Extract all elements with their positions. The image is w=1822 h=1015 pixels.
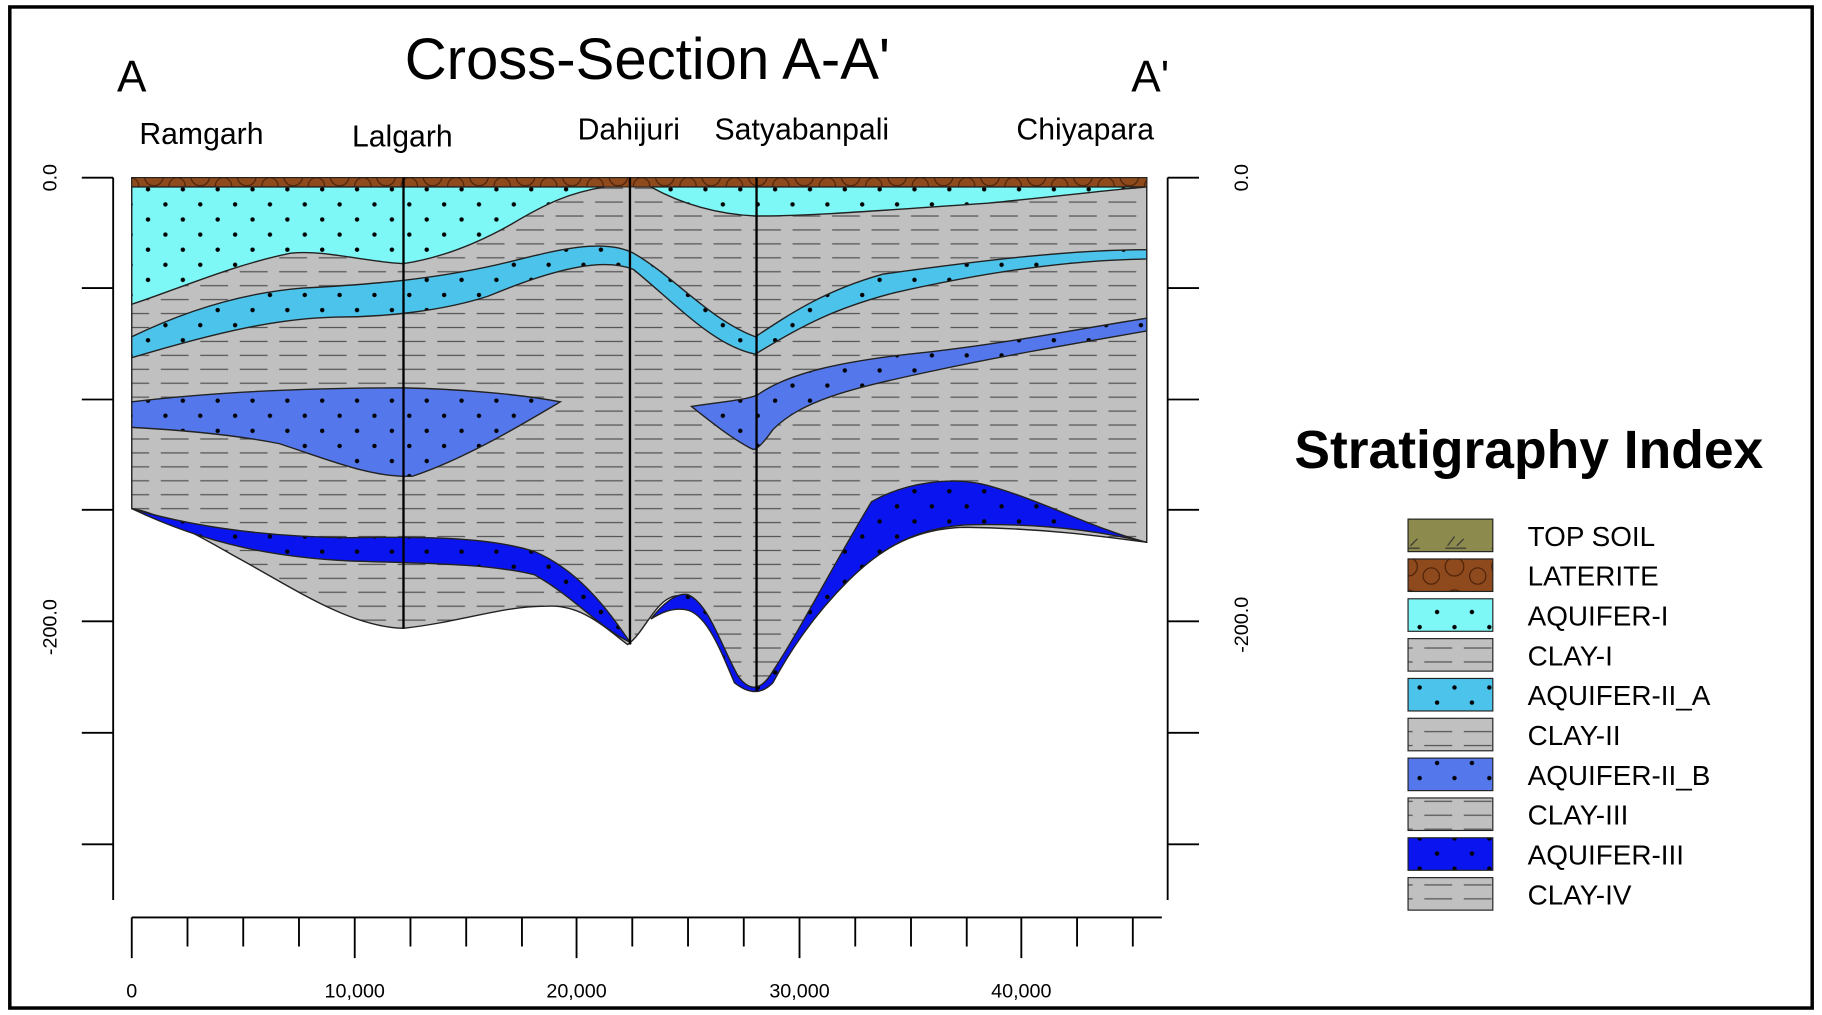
legend-swatch [1407, 638, 1494, 672]
legend-swatch [1407, 797, 1494, 832]
left-axis [81, 176, 115, 901]
legend-label: TOP SOIL [1528, 521, 1656, 552]
x-tick-label: 30,000 [769, 981, 829, 1003]
well-label: Ramgarh [139, 118, 263, 151]
legend-label: AQUIFER-I [1528, 600, 1669, 631]
legend-label: AQUIFER-II_B [1528, 760, 1711, 791]
legend-label: AQUIFER-II_A [1528, 680, 1711, 711]
legend-swatch [1407, 717, 1494, 752]
legend-label: CLAY-IV [1528, 879, 1632, 910]
y-tick-label: 0.0 [1231, 164, 1253, 191]
well-label: Dahijuri [578, 113, 680, 146]
legend-swatch [1407, 837, 1494, 871]
well-label: Chiyapara [1016, 113, 1154, 146]
aquifer-ii-b [131, 387, 563, 477]
legend-title: Stratigraphy Index [1294, 421, 1763, 480]
legend-swatch [1407, 757, 1494, 792]
y-tick-label: 0.0 [39, 164, 61, 191]
aquifer-ii-b [689, 317, 1148, 451]
right-axis [1166, 176, 1200, 901]
well-label: Lalgarh [352, 120, 453, 153]
legend-swatch [1407, 598, 1494, 632]
legend-label: CLAY-I [1528, 640, 1613, 671]
legend-swatch [1407, 677, 1494, 712]
aquifer-iii [650, 480, 1147, 693]
well-label: Satyabanpali [715, 113, 890, 146]
x-tick-label: 20,000 [546, 981, 606, 1003]
bottom-axis [130, 916, 1162, 959]
legend-label: LATERITE [1528, 561, 1659, 592]
title: Cross-Section A-A' [405, 27, 890, 92]
legend-swatch [1407, 877, 1494, 911]
legend-swatch [1407, 558, 1494, 593]
legend-label: CLAY-III [1528, 800, 1629, 831]
y-tick-label: -200.0 [39, 599, 61, 655]
x-tick-label: 0 [126, 981, 137, 1003]
x-tick-label: 40,000 [991, 981, 1051, 1003]
section-end: A [117, 53, 147, 102]
aquifer-i [650, 186, 1147, 217]
legend-swatch [1407, 518, 1494, 553]
y-tick-label: -200.0 [1231, 597, 1253, 653]
legend-label: AQUIFER-III [1528, 839, 1684, 870]
section-end: A' [1131, 53, 1169, 102]
x-tick-label: 10,000 [325, 981, 385, 1003]
legend-label: CLAY-II [1528, 720, 1621, 751]
laterite-strip [131, 177, 1148, 188]
aquifer-ii-a [131, 245, 1148, 359]
legend: TOP SOIL LATERITE AQUIFER-I CLAY-I AQUIFER-I… [1407, 518, 1711, 911]
